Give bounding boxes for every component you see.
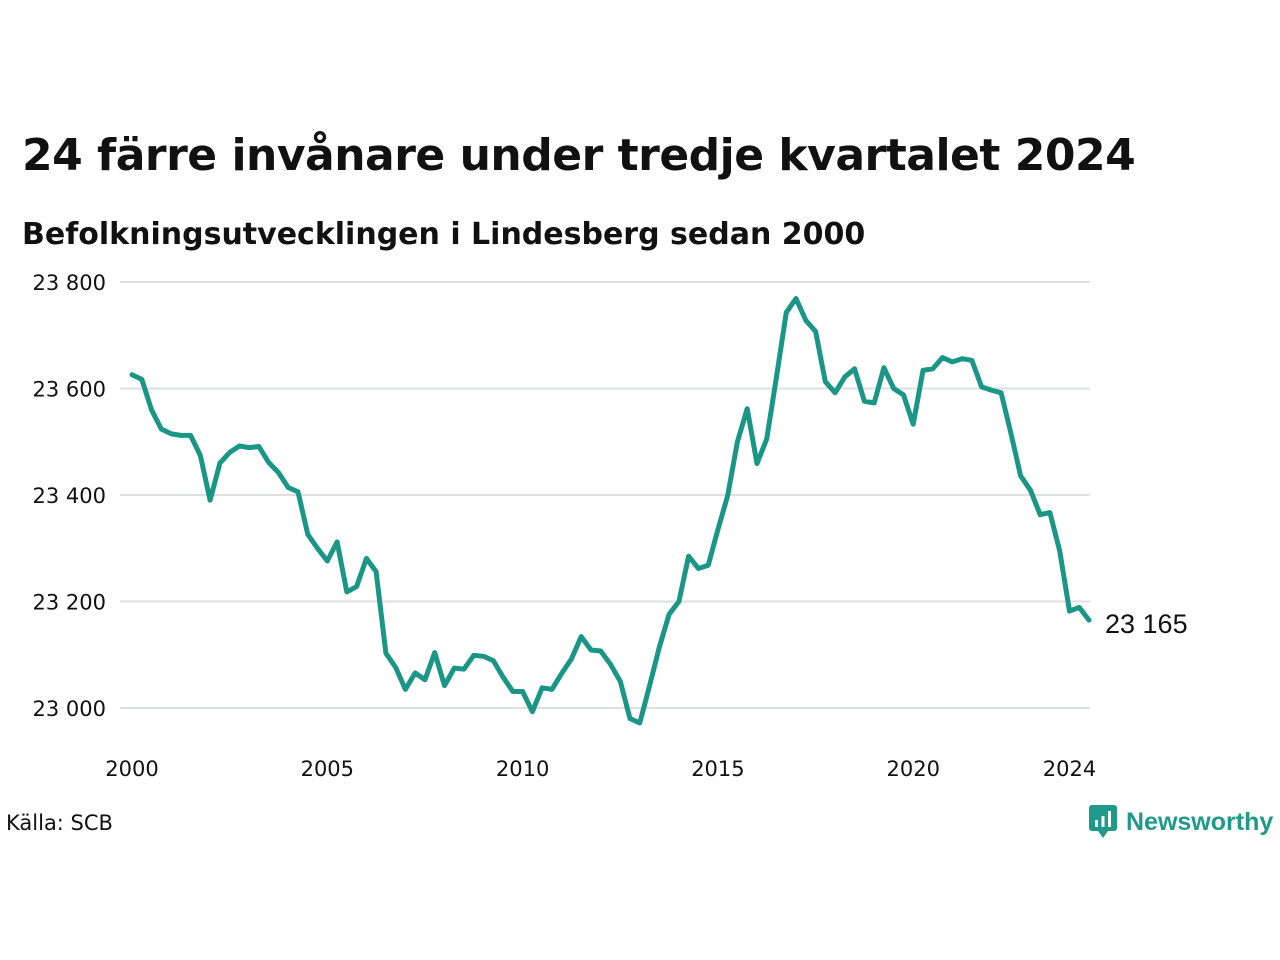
grid-lines — [120, 281, 1090, 709]
x-axis-ticks: 2000 2005 2010 2015 2020 2024 — [105, 757, 1096, 781]
chart-title: 24 färre invånare under tredje kvartalet… — [22, 130, 1136, 181]
newsworthy-logo-icon — [1089, 805, 1117, 838]
y-tick-label: 23 800 — [33, 271, 106, 295]
x-tick-label: 2005 — [301, 757, 354, 781]
x-tick-label: 2000 — [105, 757, 158, 781]
chart-subtitle: Befolkningsutvecklingen i Lindesberg sed… — [22, 217, 866, 252]
brand-name: Newsworthy — [1126, 807, 1274, 836]
y-tick-label: 23 400 — [33, 484, 106, 508]
source-note: Källa: SCB — [6, 811, 113, 835]
newsworthy-logo: Newsworthy — [1088, 804, 1273, 840]
end-label-layer: 23 165 — [1105, 609, 1188, 639]
x-tick-label: 2010 — [496, 757, 549, 781]
x-tick-label: 2024 — [1043, 757, 1096, 781]
end-value-label: 23 165 — [1105, 609, 1188, 639]
x-tick-label: 2020 — [886, 757, 939, 781]
series-line-layer — [129, 296, 1092, 726]
y-tick-label: 23 000 — [33, 697, 106, 721]
y-tick-label: 23 200 — [33, 591, 106, 615]
x-tick-label: 2015 — [691, 757, 744, 781]
y-tick-label: 23 600 — [33, 378, 106, 402]
series-line-0 — [129, 296, 1092, 726]
y-axis-ticks: 23 000 23 200 23 400 23 600 23 800 — [33, 271, 106, 721]
